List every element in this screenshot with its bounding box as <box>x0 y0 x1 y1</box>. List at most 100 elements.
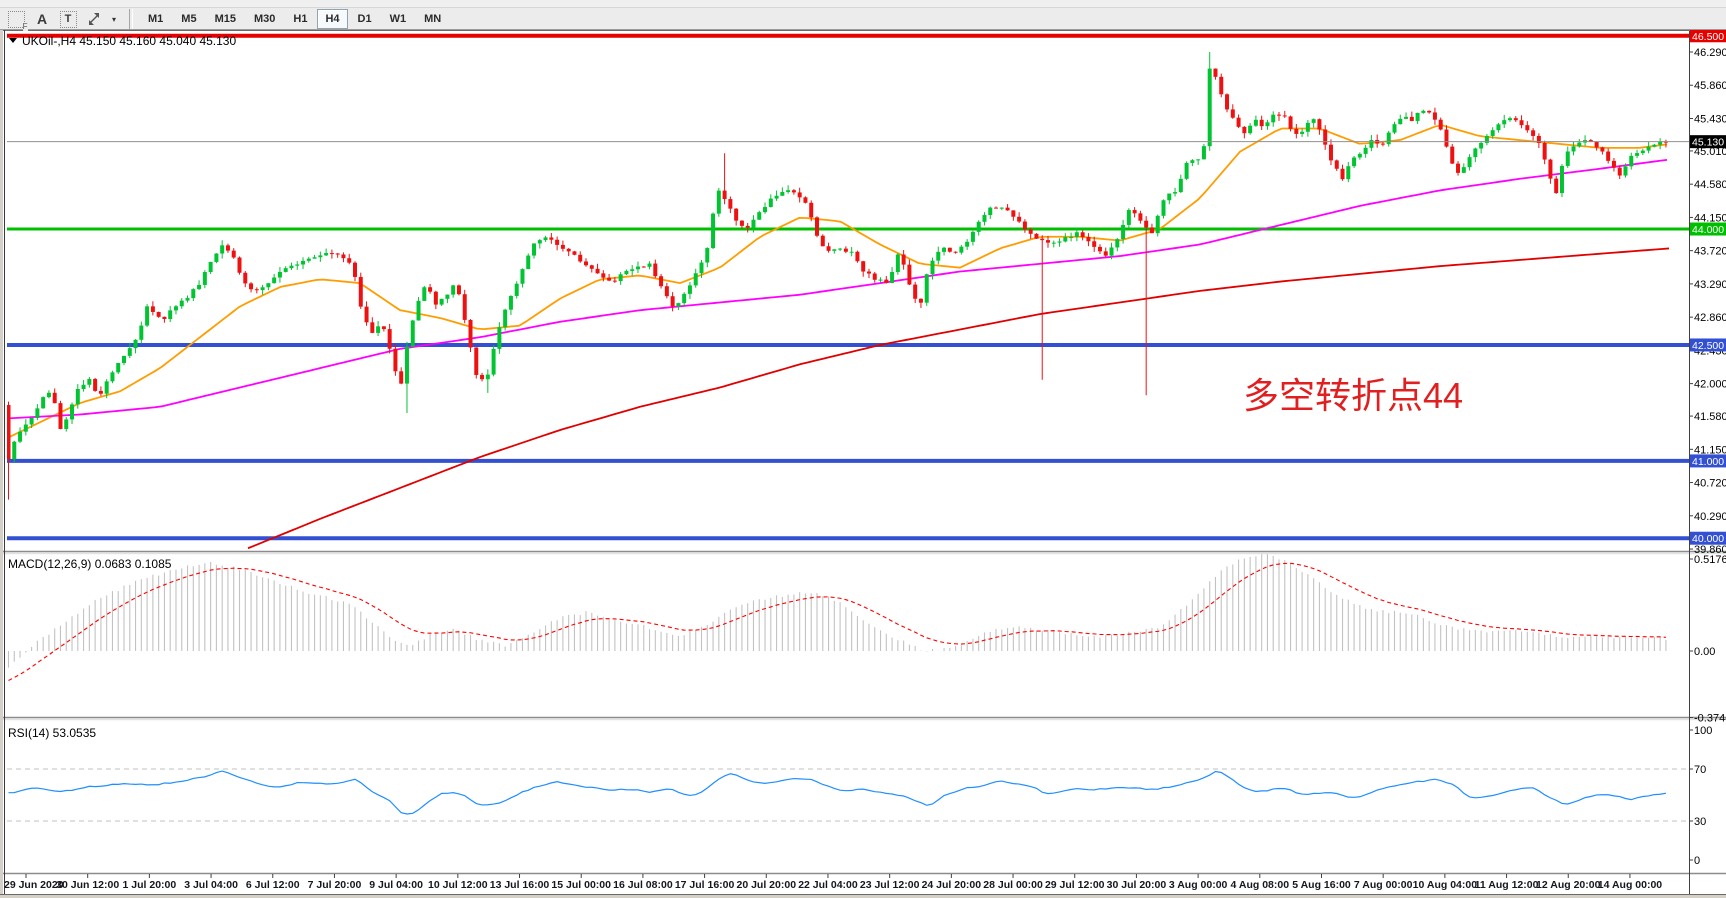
timeframe-button-h1[interactable]: H1 <box>293 13 308 25</box>
time-tick-label: 10 Aug 04:00 <box>1413 879 1478 891</box>
rsi-pane[interactable] <box>7 768 1689 822</box>
axis-tick-label: 0.00 <box>1694 646 1715 658</box>
time-tick-label: 5 Aug 16:00 <box>1292 879 1351 891</box>
axis-tick-label: 45.430 <box>1694 113 1726 125</box>
chart-annotation-text[interactable]: 多空转折点44 <box>1243 375 1463 416</box>
window-bottom-edge <box>0 895 1726 898</box>
time-tick-label: 17 Jul 16:00 <box>675 879 735 891</box>
axis-tick-label: 0 <box>1694 855 1700 867</box>
rsi-label: RSI(14) 53.0535 <box>8 726 96 740</box>
crosshair-grid-tool-button[interactable]: F <box>4 9 28 31</box>
toolbar-separator <box>129 9 133 29</box>
axis-tick-label: -0.3744 <box>1694 713 1726 725</box>
time-tick-label: 29 Jul 12:00 <box>1045 879 1105 891</box>
drawing-tools-group: F A T ▾ <box>4 9 122 31</box>
timeframe-group: M1 M5 M15 M30 H1 H4 D1 W1 MN <box>140 9 451 29</box>
axis-tick-label: 43.720 <box>1694 246 1726 258</box>
timeframe-button-mn[interactable]: MN <box>424 13 442 25</box>
time-tick-label: 16 Jul 08:00 <box>613 879 673 891</box>
axis-tick-label: 39.860 <box>1694 544 1726 556</box>
axis-tick-label: 40.720 <box>1694 478 1726 490</box>
macd-signal-line <box>8 562 1666 682</box>
timeframe-button-m30[interactable]: M30 <box>253 13 276 25</box>
time-tick-label: 24 Jul 20:00 <box>922 879 982 891</box>
time-tick-label: 13 Jul 16:00 <box>490 879 550 891</box>
time-tick-label: 14 Aug 00:00 <box>1598 879 1663 891</box>
main-price-pane[interactable]: 多空转折点44 <box>7 33 1690 550</box>
axis-tick-label: 41.580 <box>1694 411 1726 423</box>
text-label-tool-button[interactable]: T <box>56 9 80 29</box>
current-price-badge <box>1690 135 1726 149</box>
time-tick-label: 3 Aug 00:00 <box>1169 879 1228 891</box>
time-tick-label: 30 Jun 12:00 <box>56 879 119 891</box>
chart-background <box>0 30 1726 898</box>
time-tick-label: 3 Jul 04:00 <box>184 879 238 891</box>
axis-tick-label: 45.010 <box>1694 146 1726 158</box>
hline-price-badge <box>1690 222 1726 236</box>
time-tick-label: 22 Jul 04:00 <box>798 879 858 891</box>
time-tick-label: 30 Jul 20:00 <box>1107 879 1167 891</box>
time-tick-label: 23 Jul 12:00 <box>860 879 920 891</box>
time-tick-label: 29 Jun 2020 <box>4 879 64 891</box>
timeframe-button-m1[interactable]: M1 <box>148 13 164 25</box>
time-tick-label: 28 Jul 00:00 <box>983 879 1043 891</box>
axis-tick-label: 0.5176 <box>1694 554 1726 566</box>
macd-label: MACD(12,26,9) 0.0683 0.1085 <box>8 557 172 571</box>
time-tick-label: 6 Jul 12:00 <box>246 879 300 891</box>
hline-price-badge <box>1690 29 1726 43</box>
timeframe-button-h4[interactable]: H4 <box>317 9 348 29</box>
toolbar-row: F A T ▾ M1 M5 M15 M30 H1 H4 D1 W1 MN <box>0 8 1726 31</box>
time-tick-label: 11 Aug 12:00 <box>1475 879 1539 891</box>
hline-price-badge-text: 42.500 <box>1692 340 1724 352</box>
axis-tick-label: 42.000 <box>1694 379 1726 391</box>
window-left-edge <box>0 30 3 895</box>
candles <box>7 52 1668 500</box>
hline-price-badge <box>1690 338 1726 352</box>
toolbar-top-strip <box>0 0 1726 8</box>
timeframe-button-d1[interactable]: D1 <box>357 13 372 25</box>
text-a-icon: A <box>36 11 48 27</box>
timeframe-button-m5[interactable]: M5 <box>181 13 197 25</box>
time-tick-label: 7 Jul 20:00 <box>308 879 362 891</box>
symbol-dropdown-icon[interactable] <box>9 38 17 43</box>
shapes-dropdown-caret[interactable]: ▾ <box>111 14 116 24</box>
axis-tick-label: 44.150 <box>1694 212 1726 224</box>
rsi-line <box>8 770 1667 815</box>
hline-price-badge-text: 41.000 <box>1692 456 1724 468</box>
time-tick-label: 12 Aug 20:00 <box>1536 879 1601 891</box>
shapes-icon <box>89 13 99 25</box>
ma-medium-line <box>7 158 1668 420</box>
hline-price-badge-text: 46.500 <box>1692 31 1724 43</box>
crosshair-grid-icon: F <box>7 10 28 31</box>
current-price-badge-text: 45.130 <box>1692 137 1724 149</box>
axis-tick-label: 43.290 <box>1694 279 1726 291</box>
axis-tick-label: 41.150 <box>1694 444 1726 456</box>
ma-slow-line <box>247 247 1670 550</box>
time-tick-label: 20 Jul 20:00 <box>737 879 797 891</box>
axis-tick-label: 40.290 <box>1694 511 1726 523</box>
axis-tick-label: 46.290 <box>1694 47 1726 59</box>
time-tick-label: 9 Jul 04:00 <box>369 879 423 891</box>
time-tick-label: 15 Jul 00:00 <box>551 879 611 891</box>
arrow-text-tool-button[interactable]: A <box>30 9 54 29</box>
time-tick-label: 10 Jul 12:00 <box>428 879 488 891</box>
timeframe-button-w1[interactable]: W1 <box>389 13 407 25</box>
text-label-icon: T <box>59 10 77 28</box>
hline-price-badge-text: 44.000 <box>1692 224 1724 236</box>
axis-tick-label: 70 <box>1694 764 1706 776</box>
axis-tick-label: 30 <box>1694 816 1706 828</box>
axis-tick-label: 42.860 <box>1694 312 1726 324</box>
chart-title: UKOil-,H4 45.150 45.160 45.040 45.130 <box>22 34 236 48</box>
shapes-tool-button[interactable] <box>82 9 106 29</box>
hline-price-badge <box>1690 454 1726 468</box>
hline-price-badge <box>1690 531 1726 545</box>
time-tick-label: 7 Aug 00:00 <box>1354 879 1413 891</box>
price-axis[interactable]: 46.290 45.860 45.430 45.010 44.580 44.150 43.7… <box>1689 29 1726 894</box>
timeframe-button-m15[interactable]: M15 <box>214 13 236 25</box>
axis-tick-label: 100 <box>1694 725 1712 737</box>
hline-price-badge-text: 40.000 <box>1692 533 1724 545</box>
macd-pane[interactable] <box>7 553 1667 682</box>
